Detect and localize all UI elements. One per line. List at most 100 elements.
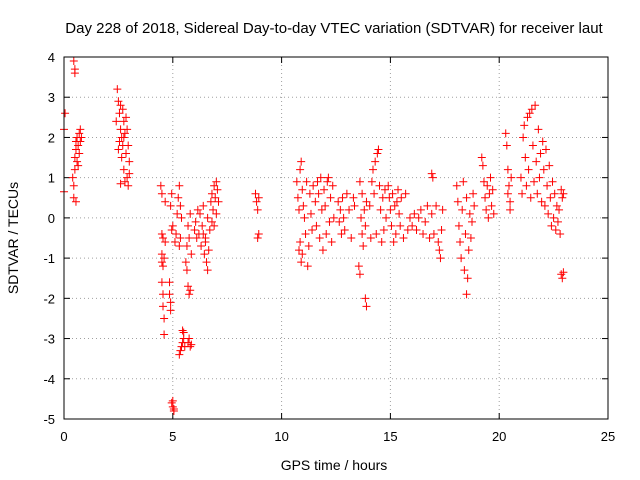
data-point: [120, 129, 129, 138]
chart-title: Day 228 of 2018, Sidereal Day-to-day VTE…: [65, 20, 603, 37]
data-point: [391, 229, 400, 238]
data-point: [124, 181, 133, 190]
data-point: [324, 173, 333, 182]
data-point: [166, 298, 175, 307]
data-point: [522, 181, 531, 190]
data-point: [428, 173, 437, 182]
data-point: [377, 238, 386, 247]
data-point: [323, 177, 332, 186]
data-point: [489, 209, 498, 218]
data-point: [421, 217, 430, 226]
data-point: [486, 173, 495, 182]
data-point: [338, 193, 347, 202]
y-tick-label: 0: [48, 211, 55, 226]
data-point: [524, 165, 533, 174]
data-point: [296, 238, 305, 247]
data-point: [73, 157, 82, 166]
data-point: [165, 278, 174, 287]
grid-lines: [64, 57, 608, 419]
x-tick-label: 20: [492, 429, 506, 444]
data-point: [298, 185, 307, 194]
data-point: [349, 193, 358, 202]
data-point: [339, 213, 348, 222]
data-point: [436, 254, 445, 263]
data-point: [254, 229, 263, 238]
data-point: [484, 213, 493, 222]
data-point: [336, 205, 345, 214]
data-point: [156, 181, 165, 190]
data-point: [317, 205, 326, 214]
data-point: [488, 185, 497, 194]
y-tick-label: 1: [48, 171, 55, 186]
data-point: [193, 205, 202, 214]
data-point: [125, 169, 134, 178]
data-point: [179, 328, 188, 337]
data-point: [358, 189, 367, 198]
data-point: [114, 145, 123, 154]
data-point: [207, 189, 216, 198]
data-point: [425, 234, 434, 242]
data-point: [487, 201, 496, 210]
data-point: [296, 165, 305, 174]
data-point: [469, 189, 478, 198]
data-point: [460, 266, 469, 275]
data-point: [292, 177, 301, 186]
data-point: [479, 177, 488, 186]
data-point: [115, 109, 124, 118]
data-point: [545, 161, 554, 170]
data-point: [75, 129, 84, 138]
data-point: [74, 141, 83, 150]
data-point: [355, 177, 364, 186]
data-point: [322, 229, 331, 238]
data-point: [76, 137, 85, 146]
data-point: [423, 201, 432, 210]
data-point: [502, 141, 511, 150]
data-point: [159, 234, 168, 242]
data-point: [362, 197, 371, 206]
data-point: [175, 181, 184, 190]
data-point: [203, 266, 212, 275]
data-point: [123, 125, 132, 134]
data-point: [327, 238, 336, 247]
data-point: [362, 302, 371, 311]
y-axis-label: SDTVAR / TECUs: [5, 182, 21, 294]
data-point: [543, 181, 552, 190]
data-point: [481, 193, 490, 202]
data-point: [559, 189, 568, 198]
data-point: [203, 213, 212, 222]
data-point: [161, 238, 170, 247]
data-point: [360, 205, 369, 214]
data-point: [70, 153, 79, 162]
data-point: [185, 290, 194, 299]
data-point: [528, 141, 537, 150]
data-point: [540, 201, 549, 210]
data-point: [365, 201, 374, 210]
data-point: [117, 153, 126, 162]
data-point: [316, 173, 325, 182]
data-point: [206, 197, 215, 206]
data-point: [530, 177, 539, 186]
data-point: [305, 189, 314, 198]
data-point: [71, 197, 80, 206]
data-point: [253, 205, 262, 214]
data-point: [157, 229, 166, 238]
data-point: [388, 189, 397, 198]
data-point: [355, 270, 364, 279]
data-point: [458, 205, 467, 214]
data-point: [337, 229, 346, 238]
data-point: [379, 225, 388, 234]
data-point: [77, 133, 86, 142]
data-point: [557, 185, 566, 194]
data-point: [192, 234, 201, 242]
data-point: [157, 250, 166, 259]
data-point: [166, 306, 175, 315]
data-point: [390, 201, 399, 210]
data-point: [157, 258, 166, 267]
data-point: [199, 201, 208, 210]
data-point: [122, 113, 131, 122]
data-point: [125, 157, 134, 166]
data-point: [306, 209, 315, 218]
data-point: [186, 286, 195, 295]
data-point: [367, 177, 376, 186]
data-point: [408, 221, 417, 230]
